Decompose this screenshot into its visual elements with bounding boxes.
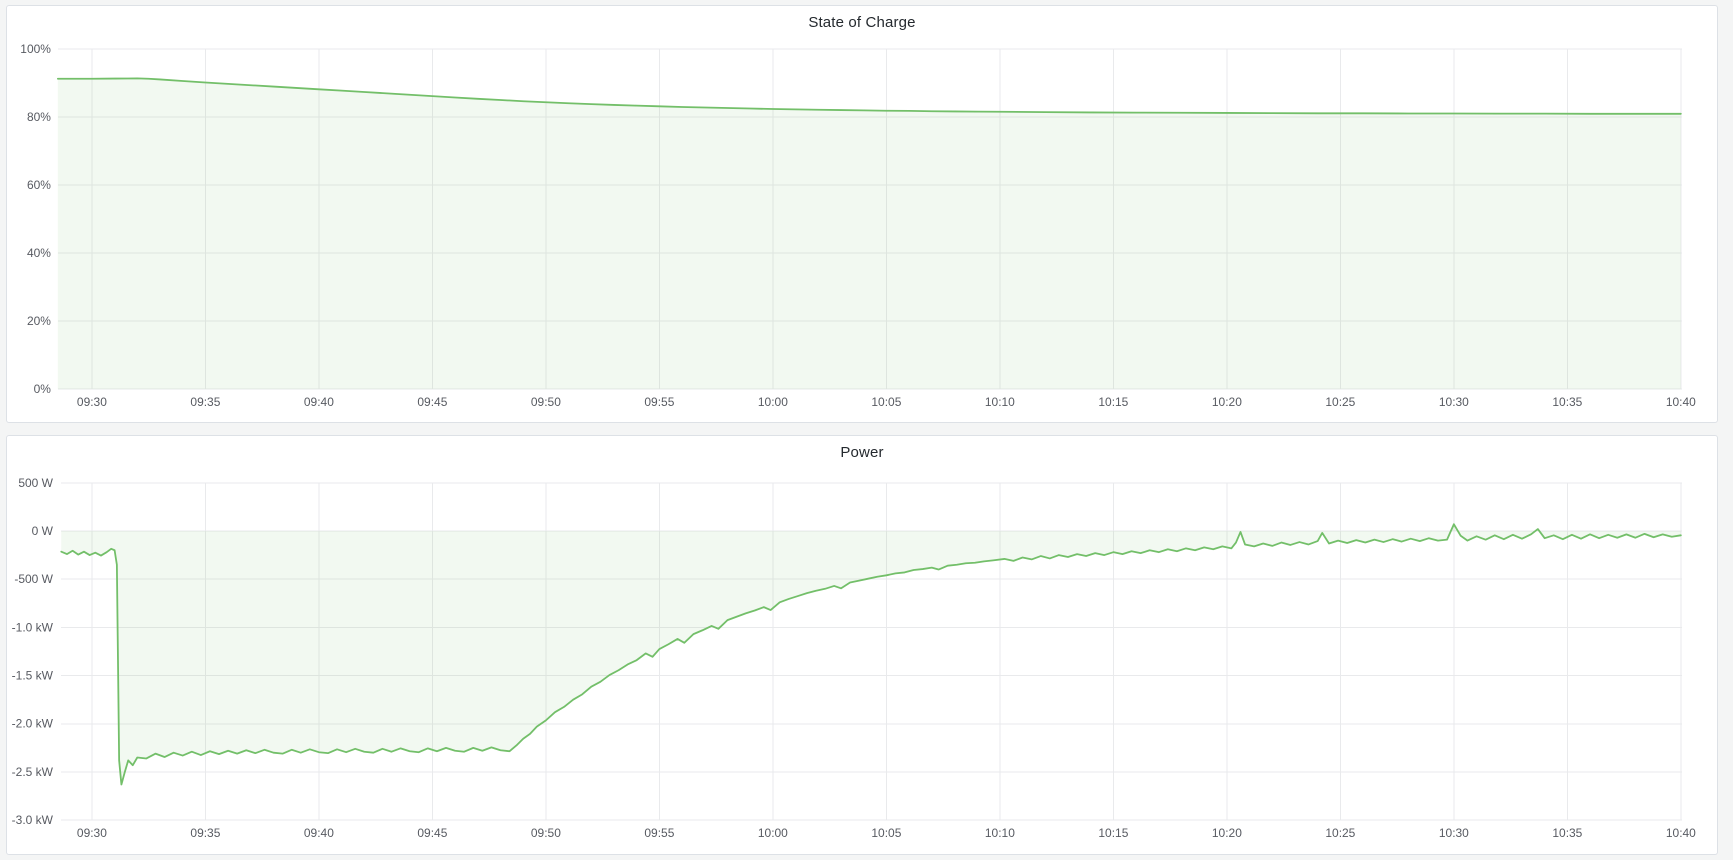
y-axis-tick-label: -3.0 kW xyxy=(12,813,54,827)
x-axis-tick-label: 10:05 xyxy=(871,395,901,409)
y-axis-tick-label: 80% xyxy=(27,110,51,124)
series-line xyxy=(60,523,1682,786)
panel-title-state-of-charge: State of Charge xyxy=(808,14,916,31)
panel-power[interactable]: Power 500 W 0 W -500 W -1.0 kW -1.5 kW -2.0 k… xyxy=(6,435,1718,855)
x-axis-tick-label: 09:30 xyxy=(77,826,107,840)
state-of-charge-chart[interactable]: 100% 80% 60% 40% 20% 0% 09:30 09:35 09:40 09:45 09… xyxy=(7,6,1717,422)
x-axis-tick-label: 10:20 xyxy=(1212,395,1242,409)
x-axis-tick-label: 10:40 xyxy=(1666,826,1696,840)
x-axis-tick-label: 10:30 xyxy=(1439,395,1469,409)
y-axis-tick-label: 500 W xyxy=(18,476,53,490)
x-axis-tick-label: 09:50 xyxy=(531,826,561,840)
y-axis-tick-label: -1.5 kW xyxy=(12,669,54,683)
y-axis-tick-label: 60% xyxy=(27,178,51,192)
panel-title-power: Power xyxy=(840,444,884,461)
x-axis-tick-label: 09:45 xyxy=(417,826,447,840)
x-axis-tick-label: 09:40 xyxy=(304,395,334,409)
x-axis-tick-label: 10:20 xyxy=(1212,826,1242,840)
series-fill xyxy=(61,524,1681,785)
x-axis-tick-label: 10:00 xyxy=(758,395,788,409)
x-axis-tick-label: 10:00 xyxy=(758,826,788,840)
x-axis-tick-label: 09:45 xyxy=(417,395,447,409)
x-axis-tick-label: 10:15 xyxy=(1098,826,1128,840)
series-fill xyxy=(57,78,1681,390)
power-chart[interactable]: 500 W 0 W -500 W -1.0 kW -1.5 kW -2.0 kW -2.5 … xyxy=(7,436,1717,854)
x-axis-tick-label: 10:25 xyxy=(1325,395,1355,409)
x-axis-tick-label: 09:55 xyxy=(644,395,674,409)
y-axis-tick-label: -500 W xyxy=(14,572,53,586)
y-axis-tick-label: 0 W xyxy=(32,524,54,538)
x-axis-tick-label: 09:50 xyxy=(531,395,561,409)
x-axis-tick-label: 09:35 xyxy=(190,395,220,409)
x-axis-tick-label: 10:10 xyxy=(985,395,1015,409)
y-axis-tick-label: 100% xyxy=(20,42,51,56)
y-axis-tick-label: -2.5 kW xyxy=(12,765,54,779)
x-axis-tick-label: 10:35 xyxy=(1552,395,1582,409)
y-axis-tick-label: -2.0 kW xyxy=(12,717,54,731)
x-axis-tick-label: 09:35 xyxy=(190,826,220,840)
x-axis-tick-label: 09:55 xyxy=(644,826,674,840)
y-axis-tick-label: -1.0 kW xyxy=(12,620,54,634)
y-axis-tick-label: 20% xyxy=(27,314,51,328)
x-axis-tick-label: 09:40 xyxy=(304,826,334,840)
x-axis-tick-label: 09:30 xyxy=(77,395,107,409)
y-axis-tick-label: 0% xyxy=(34,382,52,396)
x-axis-tick-label: 10:35 xyxy=(1552,826,1582,840)
x-axis-tick-label: 10:10 xyxy=(985,826,1015,840)
x-axis-tick-label: 10:25 xyxy=(1325,826,1355,840)
series-line xyxy=(56,77,1682,115)
y-axis-tick-label: 40% xyxy=(27,246,51,260)
x-axis-tick-label: 10:15 xyxy=(1098,395,1128,409)
x-axis-tick-label: 10:05 xyxy=(871,826,901,840)
panel-state-of-charge[interactable]: State of Charge 100% 80% 60% 40% 20% 0% 09:30 0… xyxy=(6,5,1718,423)
x-axis-tick-label: 10:40 xyxy=(1666,395,1696,409)
x-axis-tick-label: 10:30 xyxy=(1439,826,1469,840)
